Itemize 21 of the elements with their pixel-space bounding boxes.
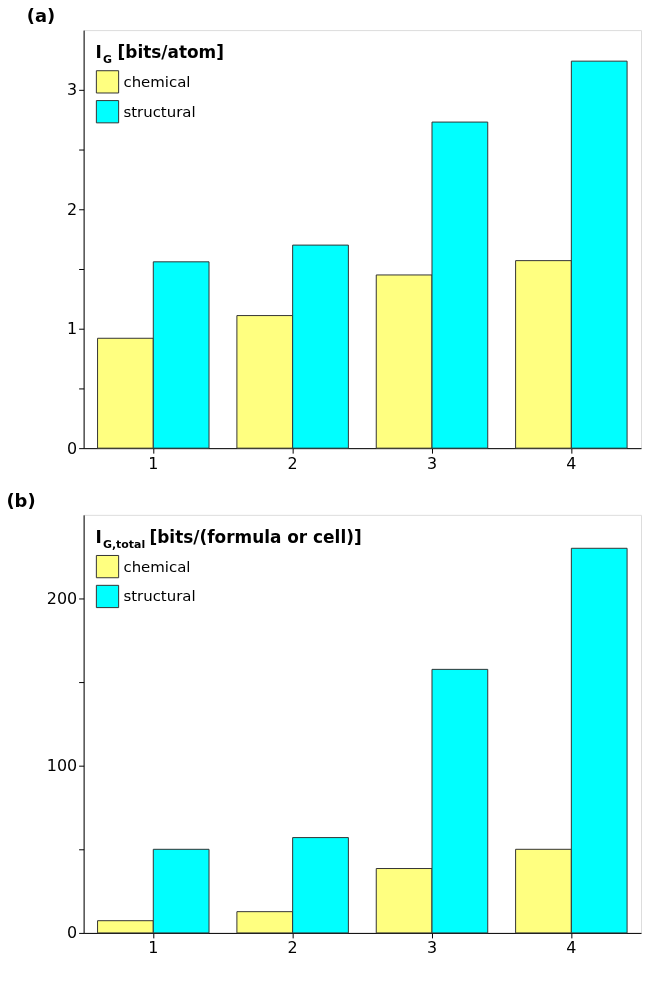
y-tick-label: 100 [46, 756, 78, 776]
y-tick-label: 200 [46, 588, 78, 608]
y-tick-label: 3 [67, 80, 78, 100]
y-tick-label: 2 [67, 199, 78, 219]
chart-title: (a) [26, 5, 56, 27]
y-tick-label: 1 [67, 319, 78, 339]
y-tick-label: 0 [67, 923, 78, 943]
legend-label: structural [123, 587, 196, 606]
x-tick-label: 2 [287, 938, 298, 958]
legend-label: structural [123, 102, 196, 121]
x-tick-label: 1 [148, 938, 159, 958]
x-tick-label: 3 [426, 453, 438, 473]
x-tick-label: 1 [148, 453, 159, 473]
x-tick-label: 3 [426, 938, 438, 958]
y-tick-label: 0 [67, 438, 78, 458]
legend-label: chemical [123, 557, 191, 576]
x-tick-label: 4 [566, 938, 577, 958]
x-tick-label: 2 [287, 453, 298, 473]
legend-label: chemical [123, 72, 191, 91]
chart-title: (b) [6, 489, 36, 511]
x-tick-label: 4 [566, 453, 577, 473]
